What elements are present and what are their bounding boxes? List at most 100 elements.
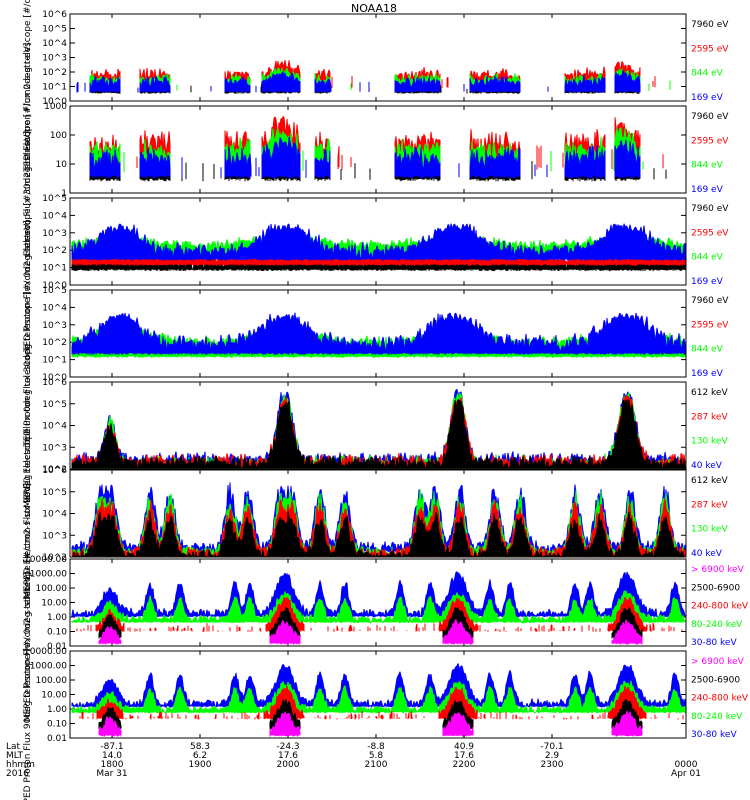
series-612-kev	[71, 398, 686, 469]
y-tick-label: 1.00	[47, 613, 67, 623]
y-tick-label: 10^0	[42, 373, 67, 383]
legend: 612 keV 287 keV 130 keV 40 keV	[691, 388, 728, 471]
y-tick-label: 10^2	[42, 246, 67, 256]
legend-entry: 844 eV	[691, 345, 724, 355]
legend-entry: 7960 eV	[691, 296, 729, 306]
series-7960-ev	[89, 72, 641, 94]
y-tick-label: 10.00	[41, 691, 67, 701]
legend-entry: > 6900 keV	[691, 657, 745, 667]
panel-frame	[69, 289, 687, 378]
legend-entry: 30-80 keV	[691, 638, 737, 648]
y-tick-label: 10^3	[42, 321, 67, 331]
y-tick-label: 10^6	[42, 466, 67, 476]
y-tick-label: 1.00	[47, 705, 67, 715]
y-tick-label: 10^0	[42, 281, 67, 291]
x-tick-mlt: 5.8	[369, 751, 384, 761]
y-tick-label: 1000.00	[30, 570, 67, 580]
y-tick-label: 100.00	[36, 676, 68, 686]
series-169-ev	[71, 223, 686, 261]
x-row-label: MLT	[6, 751, 24, 761]
legend-entry: 7960 eV	[691, 20, 729, 30]
y-tick-label: 10^4	[42, 303, 67, 313]
x-tick-hhmm: 0000	[675, 760, 698, 770]
x-tick-lat: -87.1	[100, 742, 123, 752]
y-tick-label: 10^6	[42, 10, 67, 20]
series-169-ev	[76, 70, 641, 93]
legend: 7960 eV 2595 eV 844 eV 169 eV	[691, 296, 729, 379]
y-tick-label: 1000.00	[30, 662, 67, 672]
legend: 612 keV 287 keV 130 keV 40 keV	[691, 476, 728, 559]
x-tick-lat: 40.9	[454, 742, 474, 752]
y-tick-label: 10.00	[41, 599, 67, 609]
panel-1: 10^0 10^1 10^2 10^3 10^4 10^5 10^6 TED Electron…	[23, 0, 729, 173]
y-tick-label: 10^2	[42, 68, 67, 78]
x-row-label: hhmm	[6, 760, 35, 770]
y-tick-label: 100	[50, 131, 67, 141]
legend-entry: 2595 eV	[691, 228, 729, 238]
legend-entry: > 6900 keV	[691, 565, 745, 575]
legend-entry: 287 keV	[691, 500, 728, 510]
y-tick-label: 1000	[44, 102, 67, 112]
y-tick-label: 10^1	[42, 83, 67, 93]
legend-entry: 240-800 keV	[691, 694, 749, 704]
y-tick-label: 0.01	[47, 642, 67, 652]
legend-entry: 40 keV	[691, 549, 723, 559]
panel-6: 10^2 10^3 10^4 10^5 10^6 MEPED Electron Flux …	[23, 428, 728, 599]
panel-frame	[69, 197, 687, 286]
y-axis-label: MEPED Proton Flux 90deg telescope [#/cm2…	[23, 572, 33, 800]
series--6900-kev	[98, 710, 643, 737]
legend-entry: 169 eV	[691, 369, 724, 379]
legend: 7960 eV 2595 eV 844 eV 169 eV	[691, 204, 729, 287]
legend-entry: 7960 eV	[691, 112, 729, 122]
series-group	[71, 663, 686, 737]
series-844-ev	[89, 127, 644, 173]
panel-5: 10^2 10^3 10^4 10^5 10^6 MEPED Electron Flux …	[23, 343, 728, 508]
panel-4: 10^0 10^1 10^2 10^3 10^4 10^5 TED Proton Flux …	[23, 220, 729, 448]
x-tick-hhmm: 1900	[189, 760, 212, 770]
series-169-ev	[89, 136, 641, 179]
y-tick-label: 10	[56, 160, 68, 170]
legend-entry: 612 keV	[691, 388, 728, 398]
legend: 7960 eV 2595 eV 844 eV 169 eV	[691, 20, 729, 103]
x-tick-lat: -8.8	[367, 742, 385, 752]
y-tick-label: 10^0	[42, 97, 67, 107]
y-tick-label: 10^2	[42, 338, 67, 348]
legend-entry: 2595 eV	[691, 320, 729, 330]
y-tick-label: 10^3	[42, 443, 67, 453]
legend-entry: 169 eV	[691, 277, 724, 287]
y-tick-label: 10^4	[42, 422, 67, 432]
legend-entry: 612 keV	[691, 476, 728, 486]
legend: 7960 eV 2595 eV 844 eV 169 eV	[691, 112, 729, 195]
y-axis-label: TED Electron Flux 0deg telescope [#/cm2-…	[23, 0, 33, 173]
y-tick-label: 10^1	[42, 264, 67, 274]
x-tick-date: Mar 31	[96, 769, 127, 779]
y-tick-label: 10^6	[42, 378, 67, 388]
y-axis-label: MEPED Electron Flux 0deg telescope	[23, 343, 33, 508]
panels-group: 10^0 10^1 10^2 10^3 10^4 10^5 10^6 TED Electron…	[23, 0, 749, 800]
legend-entry: 844 eV	[691, 253, 724, 263]
legend-entry: 169 eV	[691, 93, 724, 103]
y-tick-label: 10^4	[42, 211, 67, 221]
series--6900-kev	[98, 619, 643, 645]
legend-entry: 30-80 keV	[691, 730, 737, 740]
panel-8: 0.01 0.10 1.00 10.00 100.00 1000.00 10000.00ME…	[23, 572, 749, 800]
panel-7: 0.01 0.10 1.00 10.00 100.00 1000.00 10000.00ME…	[23, 483, 749, 722]
x-tick-lat: 58.3	[190, 742, 210, 752]
series-130-kev	[71, 392, 686, 469]
legend-entry: 240-800 keV	[691, 602, 749, 612]
legend-entry: 80-240 keV	[691, 620, 743, 630]
y-tick-label: 10^1	[42, 356, 67, 366]
legend: > 6900 keV 2500-6900 240-800 keV 80-240 keV…	[691, 565, 749, 648]
x-tick-hhmm: 2100	[365, 760, 388, 770]
x-tick-mlt: 14.0	[102, 751, 122, 761]
legend-entry: 130 keV	[691, 437, 728, 447]
figure-title: NOAA18	[351, 2, 397, 15]
series-group	[89, 116, 667, 182]
legend-entry: 2500-6900	[691, 583, 740, 593]
legend-entry: 2595 eV	[691, 44, 729, 54]
y-tick-label: 10^4	[42, 510, 67, 520]
y-tick-label: 10^3	[42, 229, 67, 239]
series-group	[71, 223, 686, 272]
